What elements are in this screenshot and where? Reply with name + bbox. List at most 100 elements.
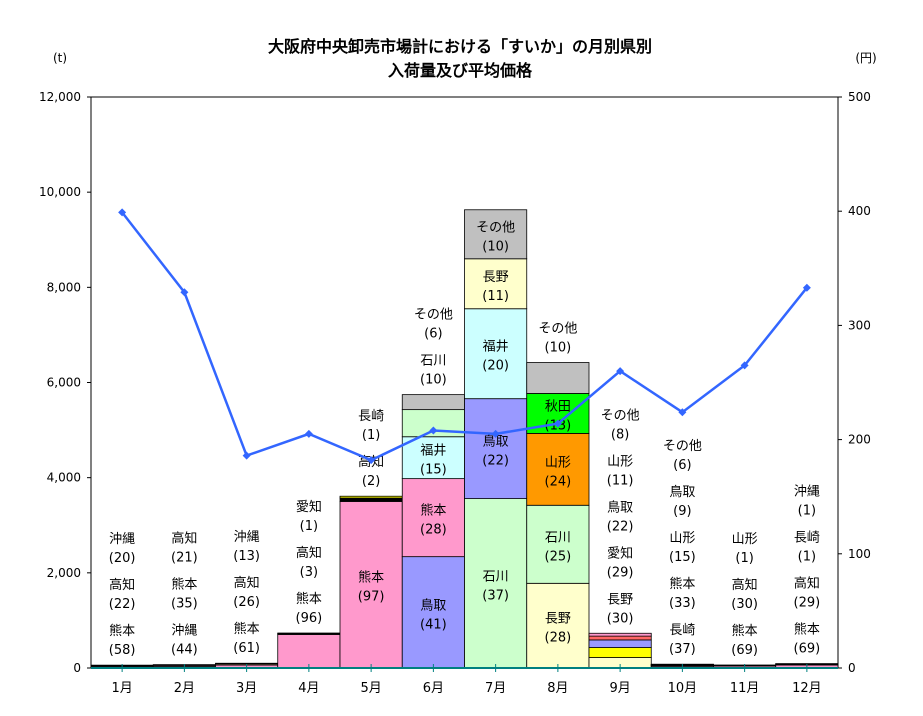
bar-segment-7-5 [464,209,528,260]
segment-label-pct: (15) [669,550,696,565]
right-tick-label: 400 [848,204,871,218]
segment-label-name: 鳥取 [420,598,446,613]
right-tick-label: 300 [848,318,871,332]
segment-label-pct: (69) [731,643,758,658]
x-tick-label: 2月 [174,681,195,696]
left-tick-label: 0 [73,661,81,675]
segment-label-pct: (9) [673,504,691,519]
bar-segment-7-4 [464,258,528,310]
segment-label-pct: (2) [362,474,380,489]
bar-segment-7-1 [464,498,528,669]
right-tick-label: 0 [848,661,856,675]
price-point-marker [118,208,127,217]
segment-label-name: 石川 [545,530,571,545]
segment-label-name: 熊本 [732,623,758,639]
price-line [121,211,808,462]
segment-label-pct: (44) [171,643,198,658]
segment-label-name: 熊本 [296,591,322,607]
right-tick-label: 100 [848,547,871,561]
bar-segment-4-1 [277,634,341,669]
right-tick-label: 200 [848,433,871,447]
segment-label-pct: (8) [611,427,629,442]
segment-label-name: その他 [476,220,515,235]
segment-label-name: 沖縄 [794,485,820,500]
segment-label-pct: (29) [607,565,634,580]
segment-label-pct: (15) [420,463,447,478]
price-point-marker [802,283,811,292]
segment-label-name: 熊本 [109,623,135,639]
segment-label-name: 高知 [171,531,197,547]
segment-label-name: 熊本 [234,621,260,637]
segment-label-name: 長野 [483,270,509,285]
segment-label-pct: (28) [420,523,447,538]
segment-label-pct: (69) [794,642,821,657]
segment-label-pct: (29) [794,596,821,611]
segment-label-pct: (6) [424,327,442,342]
bar-segment-7-2 [464,398,528,500]
left-tick-label: 4,000 [47,471,81,485]
x-tick-label: 7月 [485,681,506,696]
segment-label-pct: (1) [362,428,380,443]
price-point-marker [242,451,251,460]
bar-segment-5-3 [339,495,403,499]
segment-label-pct: (24) [545,474,572,489]
bar-segment-9-2 [588,647,652,658]
bar-segment-8-2 [526,504,590,584]
bar-segment-8-3 [526,433,590,506]
segment-label-pct: (37) [669,642,696,657]
price-point-marker [180,288,189,297]
segment-label-pct: (21) [171,551,198,566]
segment-label-name: 石川 [483,569,509,584]
segment-label-pct: (41) [420,617,447,632]
segment-label-name: 熊本 [794,622,820,638]
segment-label-name: 鳥取 [607,500,633,515]
segment-label-pct: (22) [607,519,634,534]
segment-label-pct: (13) [233,549,260,564]
price-point-marker [304,429,313,438]
segment-label-name: 熊本 [420,503,446,519]
segment-label-pct: (30) [607,611,634,626]
left-tick-label: 10,000 [39,185,81,199]
segment-label-name: 熊本 [358,570,384,586]
left-tick-label: 6,000 [47,376,81,390]
x-tick-label: 3月 [236,681,257,696]
segment-label-name: 秋田 [545,399,571,414]
segment-label-pct: (10) [482,239,509,254]
segment-label-name: その他 [601,408,640,423]
x-tick-label: 1月 [111,681,132,696]
segment-label-pct: (20) [109,551,136,566]
bar-segment-3-3 [215,662,279,665]
segment-label-name: 山形 [607,454,633,469]
segment-label-pct: (10) [545,341,572,356]
bar-segment-5-1 [339,501,403,669]
x-tick-label: 6月 [423,681,444,696]
bar-segment-7-3 [464,308,528,400]
segment-label-name: 愛知 [607,545,633,561]
segment-label-pct: (97) [358,590,385,605]
right-axis-unit: (円) [855,51,876,65]
price-point-marker [491,429,500,438]
segment-label-pct: (1) [735,551,753,566]
segment-label-pct: (26) [233,595,260,610]
segment-label-name: 愛知 [296,499,322,515]
price-point-marker [740,361,749,370]
segment-label-pct: (37) [482,588,509,603]
left-tick-label: 12,000 [39,90,81,104]
bar-segment-6-5 [401,394,465,411]
segment-label-pct: (22) [109,597,136,612]
x-tick-label: 12月 [792,681,822,696]
segment-label-name: 山形 [669,531,695,546]
segment-label-name: 長崎 [794,531,820,546]
price-point-marker [553,419,562,428]
segment-label-pct: (30) [731,597,758,612]
segment-label-name: 鳥取 [483,435,509,450]
x-tick-label: 5月 [360,681,381,696]
segment-label-name: 長野 [607,592,633,607]
bar-segment-8-5 [526,362,590,394]
segment-label-name: 高知 [732,577,758,593]
segment-label-name: 鳥取 [669,485,695,500]
bar-segment-6-3 [401,436,465,480]
x-tick-label: 8月 [547,681,568,696]
segment-label-name: 沖縄 [171,624,197,639]
segment-label-name: 長野 [545,612,571,627]
